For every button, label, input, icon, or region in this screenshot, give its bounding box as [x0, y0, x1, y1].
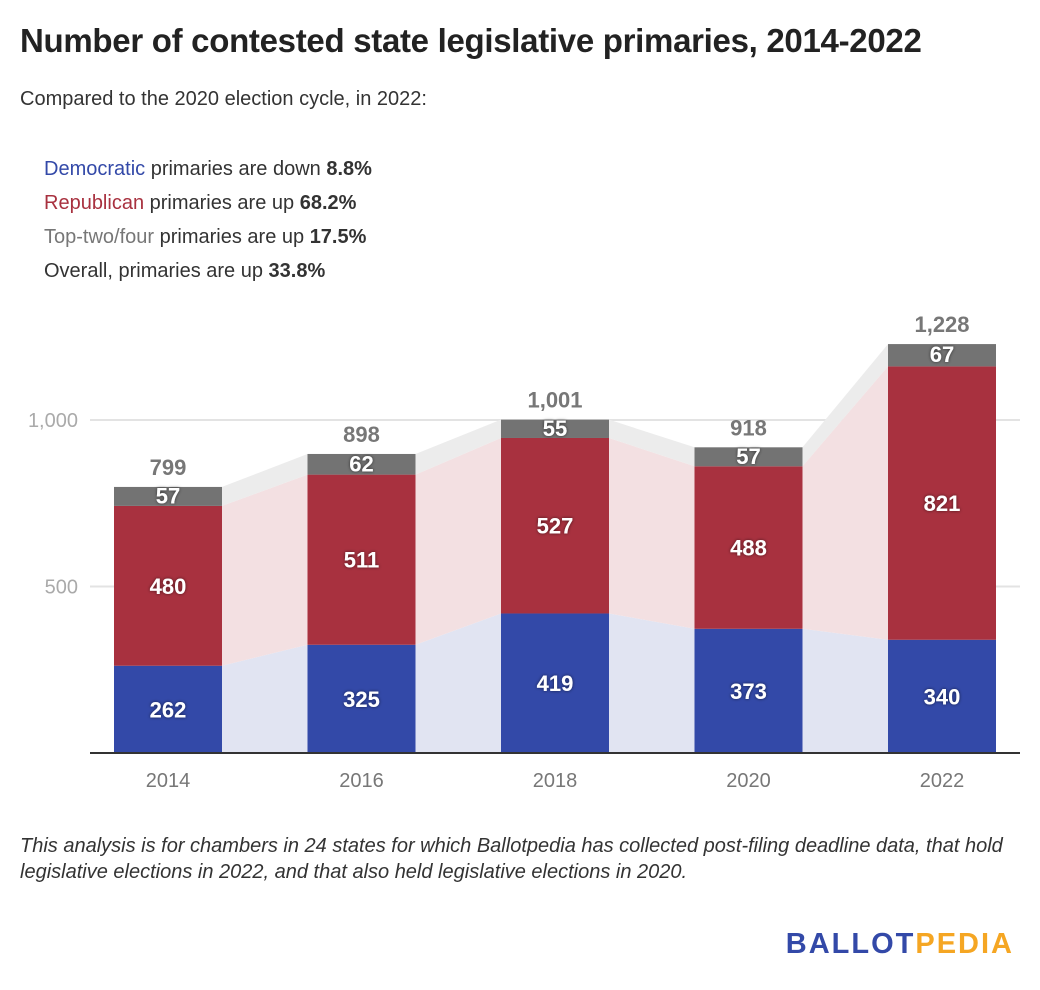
total-label: 1,228 — [914, 312, 969, 337]
x-tick-label: 2020 — [726, 770, 771, 792]
bar-value-label: 373 — [730, 679, 767, 704]
summary-notes: Democratic primaries are down 8.8% Repub… — [44, 152, 372, 288]
total-label: 1,001 — [527, 388, 582, 413]
note-text: primaries are up — [144, 192, 300, 214]
bar-segment — [888, 344, 996, 367]
note-text: primaries are up — [154, 226, 310, 248]
connector-area — [609, 613, 695, 753]
note-value: 17.5% — [309, 226, 367, 248]
bar-value-label: 488 — [730, 536, 767, 561]
bar-value-label: 62 — [349, 451, 373, 476]
bar-value-label: 57 — [156, 483, 180, 508]
x-tick-label: 2018 — [533, 770, 578, 792]
note-value: 68.2% — [299, 192, 357, 214]
note-keyword: Democratic — [44, 158, 146, 180]
bar-value-label: 480 — [150, 574, 187, 599]
bar-segment — [888, 366, 996, 640]
bar-value-label: 419 — [537, 671, 574, 696]
bar-value-label: 57 — [736, 444, 760, 469]
footnote: This analysis is for chambers in 24 stat… — [20, 835, 1003, 883]
bar-segment — [501, 437, 609, 614]
connector-area — [802, 628, 888, 753]
note-keyword: Top-two/four — [44, 226, 155, 248]
bar-value-label: 340 — [924, 684, 961, 709]
bar-segment — [307, 453, 416, 475]
bar-value-label: 821 — [924, 491, 961, 516]
bar-segment — [694, 447, 803, 467]
x-tick-label: 2016 — [339, 770, 384, 792]
note-text: , primaries are up — [107, 260, 269, 282]
bar-segment — [501, 613, 609, 753]
note-text: primaries are down — [145, 158, 327, 180]
bar-segment — [307, 474, 416, 645]
ballotpedia-logo: BALLOTPEDIA — [786, 928, 1014, 961]
connector-area — [222, 453, 308, 506]
connector-area — [222, 474, 308, 666]
bar-value-label: 55 — [543, 416, 567, 441]
bar-value-label: 67 — [930, 342, 954, 367]
connector-area — [609, 419, 695, 467]
connector-area — [415, 419, 501, 475]
y-tick-label: 1,000 — [28, 410, 78, 432]
bar-segment — [114, 486, 222, 506]
bar-segment — [694, 466, 803, 629]
note-democratic: Democratic primaries are down 8.8% — [44, 152, 372, 186]
bar-segment — [114, 505, 222, 666]
bar-value-label: 262 — [150, 697, 187, 722]
bar-value-label: 511 — [344, 548, 380, 573]
chart-title: Number of contested state legislative pr… — [20, 22, 922, 59]
bar-segment — [114, 665, 222, 753]
bar-segment — [501, 419, 609, 438]
y-tick-label: 500 — [45, 577, 78, 599]
x-tick-label: 2022 — [920, 770, 965, 792]
note-republican: Republican primaries are up 68.2% — [44, 186, 372, 220]
bar-value-label: 527 — [537, 514, 574, 539]
note-value: 8.8% — [326, 158, 372, 180]
total-label: 898 — [343, 422, 380, 447]
total-label: 918 — [730, 415, 767, 440]
note-value: 33.8% — [268, 260, 326, 282]
note-keyword: Overall — [44, 260, 108, 282]
stacked-bar-chart: 500 1,000 262 480 57 799 2014 325 511 62 898 2016 41… — [28, 312, 1020, 792]
logo-part1: BALLOT — [785, 928, 916, 960]
connector-area — [802, 366, 888, 640]
x-tick-label: 2014 — [146, 770, 191, 792]
note-keyword: Republican — [44, 192, 145, 214]
logo-part2: PEDIA — [915, 928, 1014, 960]
bar-segment — [888, 639, 996, 753]
note-top-two: Top-two/four primaries are up 17.5% — [44, 220, 372, 254]
connector-area — [415, 437, 501, 645]
total-label: 799 — [150, 455, 187, 480]
connector-area — [222, 644, 308, 753]
note-overall: Overall, primaries are up 33.8% — [44, 254, 372, 288]
chart-subtitle: Compared to the 2020 election cycle, in … — [20, 88, 427, 110]
bar-value-label: 325 — [343, 687, 380, 712]
bar-segment — [307, 644, 416, 753]
connector-area — [802, 344, 888, 467]
connector-area — [609, 437, 695, 629]
bar-segment — [694, 628, 803, 753]
connector-area — [415, 613, 501, 753]
